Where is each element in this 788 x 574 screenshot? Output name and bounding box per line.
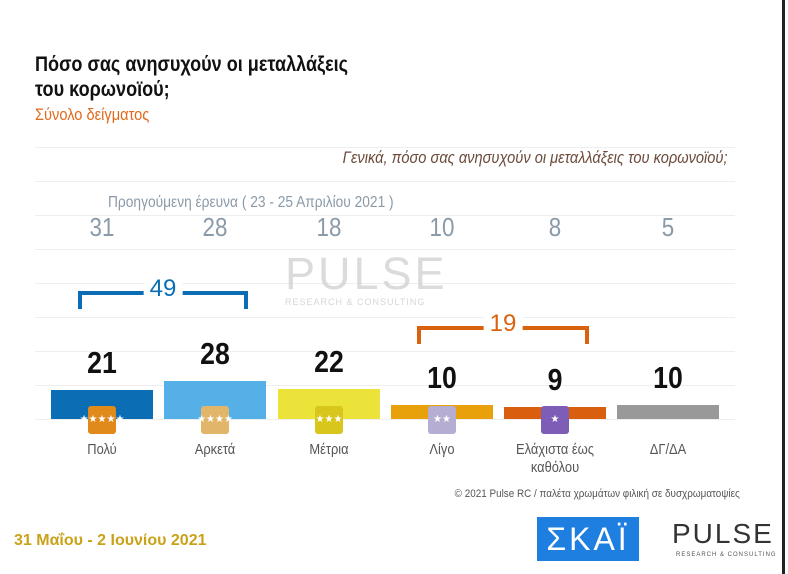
watermark-subtext: RESEARCH & CONSULTING bbox=[285, 297, 426, 307]
category-label: Αρκετά bbox=[194, 441, 236, 458]
stars-icon: ★★★ bbox=[315, 406, 343, 434]
stars-icon: ★★★★ bbox=[197, 406, 233, 434]
category-label: Λίγο bbox=[429, 441, 455, 458]
copyright: © 2021 Pulse RC / παλέτα χρωμάτων φιλική… bbox=[454, 488, 740, 500]
data-label: 28 bbox=[200, 335, 230, 371]
gridline bbox=[35, 317, 735, 318]
title-line-1: Πόσο σας ανησυχούν οι μεταλλάξεις bbox=[35, 53, 349, 76]
window-edge bbox=[782, 0, 785, 574]
stars-icon: ★ bbox=[541, 406, 569, 434]
pulse-logo-subtext: RESEARCH & CONSULTING bbox=[676, 552, 777, 558]
gridline bbox=[35, 351, 735, 352]
data-label: 10 bbox=[427, 360, 457, 396]
gridline bbox=[35, 385, 735, 386]
group-total: 19 bbox=[483, 310, 523, 338]
data-label: 21 bbox=[87, 345, 117, 381]
data-label: 22 bbox=[314, 344, 344, 380]
question-text: Γενικά, πόσο σας ανησυχούν οι μεταλλάξει… bbox=[343, 148, 728, 167]
skai-logo: ΣΚΑΪ bbox=[537, 517, 639, 561]
gridline bbox=[35, 283, 735, 284]
gridline bbox=[35, 215, 735, 216]
gridline bbox=[35, 419, 735, 420]
group-total: 49 bbox=[143, 275, 183, 303]
previous-value: 31 bbox=[89, 212, 115, 242]
gridline bbox=[35, 147, 735, 148]
category-label: ΔΓ/ΔΑ bbox=[649, 441, 687, 458]
stars-icon: ★★★★★ bbox=[80, 406, 124, 434]
previous-survey-label: Προηγούμενη έρευνα ( 23 - 25 Απριλίου 20… bbox=[108, 194, 394, 211]
pulse-logo: PULSE bbox=[672, 518, 774, 549]
chart-subtitle: Σύνολο δείγματος bbox=[35, 105, 150, 124]
survey-date: 31 Μαΐου - 2 Ιουνίου 2021 bbox=[14, 532, 207, 549]
previous-value: 28 bbox=[202, 212, 228, 242]
category-label: Μέτρια bbox=[309, 441, 349, 458]
previous-value: 18 bbox=[316, 212, 342, 242]
title-line-2: του κορωνοϊού; bbox=[35, 78, 170, 101]
gridline bbox=[35, 249, 735, 250]
bar bbox=[617, 405, 719, 419]
gridline bbox=[35, 181, 735, 182]
chart-title: Πόσο σας ανησυχούν οι μεταλλάξεις του κορ… bbox=[35, 52, 348, 102]
category-label: Πολύ bbox=[87, 441, 117, 458]
data-label: 9 bbox=[547, 361, 563, 397]
previous-value: 5 bbox=[661, 212, 675, 242]
category-label: Ελάχιστα έως καθόλου bbox=[516, 441, 594, 476]
stars-icon: ★★ bbox=[428, 406, 456, 434]
previous-value: 8 bbox=[548, 212, 562, 242]
previous-value: 10 bbox=[429, 212, 455, 242]
data-label: 10 bbox=[653, 360, 683, 396]
watermark-logo: PULSE bbox=[285, 248, 448, 299]
